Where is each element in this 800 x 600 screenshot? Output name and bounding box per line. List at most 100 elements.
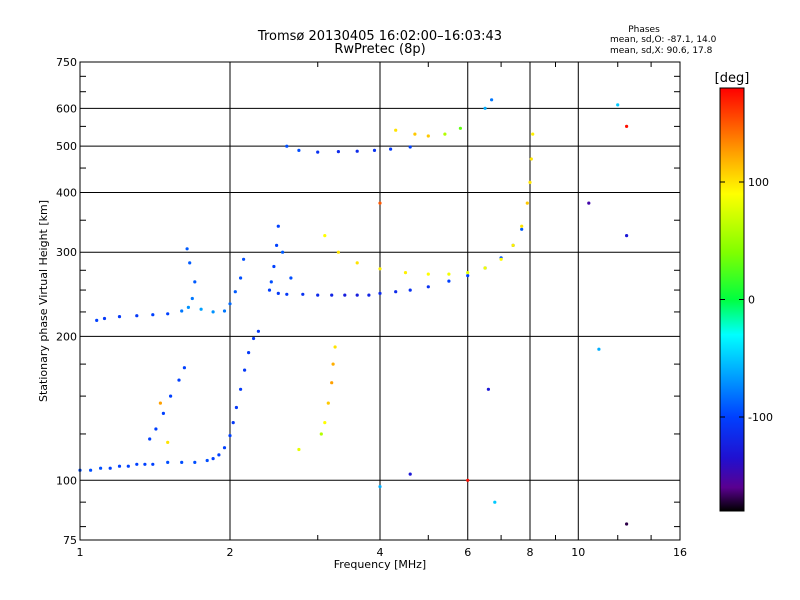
data-point [242,257,246,261]
y-axis-label: Stationary phase Virtual Height [km] [37,200,50,402]
data-point [222,446,227,450]
data-point [378,201,382,205]
data-point [276,224,280,228]
data-point [89,468,93,472]
data-point [378,485,382,489]
data-point [166,440,170,444]
data-point [499,257,503,261]
data-point [493,500,497,504]
y-tick-label: 200 [56,330,77,343]
y-tick-label: 400 [56,186,77,199]
data-point [234,405,238,410]
data-point [177,378,181,382]
data-point [447,272,451,276]
data-point [108,466,112,470]
chart-title-line1: Tromsø 20130405 16:02:00–16:03:43 [257,29,502,44]
data-point [186,305,190,309]
data-point [616,103,620,107]
stats-line-o: mean, sd,O: -87.1, 14.0 [610,35,717,45]
data-point [531,132,535,136]
colorbar-tick-label: -100 [748,411,773,424]
data-point [378,267,382,271]
data-point [443,132,447,136]
data-point [222,309,227,313]
data-point [330,381,334,385]
data-point [151,462,155,466]
data-point [117,315,122,319]
data-point [394,290,398,294]
data-point [408,472,412,476]
y-tick-label: 100 [56,474,77,487]
data-point [587,201,591,205]
data-point [199,307,203,311]
data-point [511,243,515,247]
data-point [217,453,221,457]
data-point [233,290,237,294]
data-point [99,466,103,470]
x-tick-label: 16 [673,546,687,559]
data-point [239,387,243,391]
data-point [355,261,359,265]
x-tick-label: 6 [464,546,471,559]
data-point [289,276,293,280]
colorbar-tick-label: 100 [748,176,769,189]
data-point [188,261,192,265]
data-point [625,522,629,526]
data-point [355,149,359,153]
data-point [193,280,197,284]
data-point [211,457,215,461]
colorbar-label: [deg] [715,71,750,86]
data-point [336,150,340,154]
data-point [180,309,184,313]
data-point [228,302,232,306]
data-point [333,345,337,349]
data-point [331,362,335,366]
data-point [426,134,430,138]
y-tick-labels: 75 100 200 300 400 500 600 750 [56,56,77,547]
y-tick-label: 600 [56,102,77,115]
data-point [483,106,487,110]
data-point [490,98,494,102]
data-point [154,427,158,431]
data-point [126,464,130,468]
colorbar-tick-label: 0 [748,294,755,307]
chart-title-line2: RwPretec (8p) [334,42,425,57]
data-point [520,227,524,231]
data-point [117,464,122,468]
data-point [323,234,327,238]
x-tick-label: 2 [227,546,234,559]
data-point [228,434,232,438]
y-tick-label: 500 [56,140,77,153]
data-point [190,296,194,301]
data-point [269,280,273,284]
data-point [426,272,430,276]
data-point [343,293,347,297]
data-point [466,478,470,482]
data-point [447,279,451,283]
data-point [275,243,279,247]
data-point [158,401,162,405]
y-tick-label: 750 [56,56,77,69]
data-point [205,458,209,463]
data-point [285,292,289,296]
data-point [466,274,470,278]
data-point [426,285,430,289]
data-point [180,460,184,464]
data-point [326,401,330,405]
data-point [408,288,412,292]
x-axis-label: Frequency [MHz] [334,558,426,571]
data-point [625,124,629,128]
data-point [403,271,408,275]
x-tick-label: 1 [77,546,84,559]
data-point [529,157,533,161]
data-point [95,318,99,322]
data-point [520,224,524,228]
data-point [252,336,256,341]
data-point [336,250,340,254]
data-point [281,250,285,254]
data-point [597,347,601,351]
stats-heading: Phases [628,25,660,35]
colorbar-ticks: 100 0 -100 [720,176,773,424]
